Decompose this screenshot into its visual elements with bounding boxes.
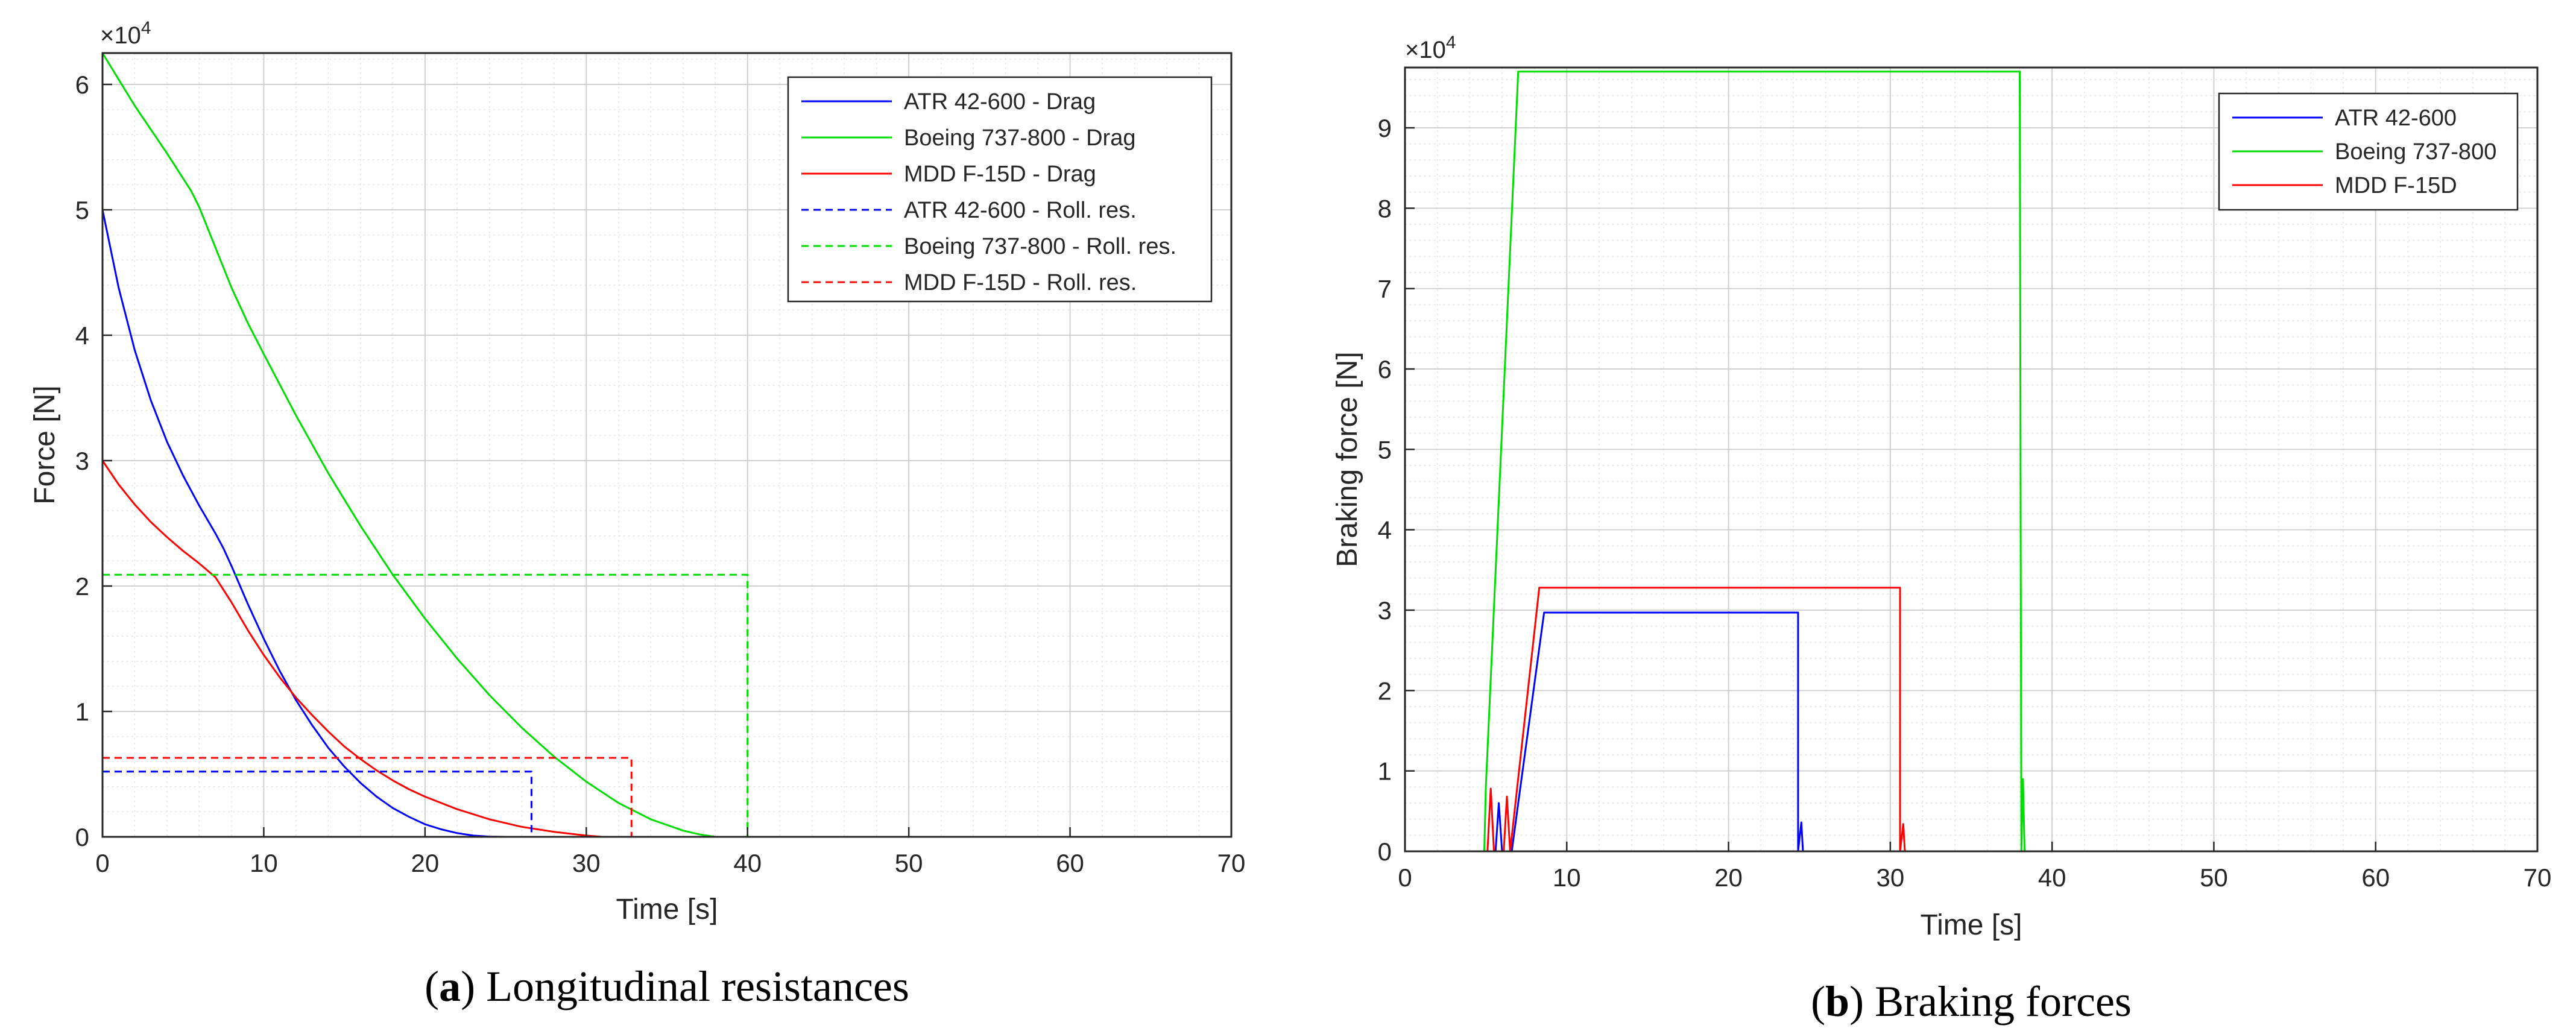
x-tick-label: 70 xyxy=(1217,849,1246,877)
y-tick-label: 5 xyxy=(75,196,89,224)
legend-label: ATR 42-600 xyxy=(2335,106,2457,131)
ticks-a: 0 10 20 30 40 50 60 70 0 1 2 3 4 5 6 xyxy=(75,71,1246,877)
x-tick-label: 60 xyxy=(2361,863,2390,892)
y-tick-label: 2 xyxy=(1378,676,1392,705)
legend-b: ATR 42-600 Boeing 737-800 MDD F-15D xyxy=(2218,92,2519,211)
legend-label: MDD F-15D - Drag xyxy=(904,162,1096,187)
y-axis-label-b: Braking force [N] xyxy=(1331,351,1363,567)
x-tick-label: 20 xyxy=(411,849,439,877)
caption-text-b: Braking forces xyxy=(1875,977,2132,1026)
caption-letter-a: a xyxy=(439,962,461,1010)
panel-a: 0 10 20 30 40 50 60 70 0 1 2 3 4 5 6 ×104 Time [s] For… xyxy=(29,18,1245,1010)
x-tick-label: 30 xyxy=(1876,863,1904,892)
y-tick-label: 9 xyxy=(1378,114,1392,142)
x-tick-label: 0 xyxy=(1398,863,1412,892)
x-tick-label: 20 xyxy=(1714,863,1743,892)
grid-a xyxy=(102,53,1232,837)
x-axis-label-b: Time [s] xyxy=(1921,909,2022,941)
y-tick-label: 0 xyxy=(1378,837,1392,866)
series-line-atr-42-600-drag xyxy=(101,209,1231,838)
y-axis-label-a: Force [N] xyxy=(29,385,61,504)
y-tick-label: 7 xyxy=(1378,275,1392,303)
y-tick-label: 3 xyxy=(75,447,89,475)
y-tick-label: 4 xyxy=(75,321,89,350)
axes-box-a xyxy=(101,52,1233,838)
y-exponent-b: 4 xyxy=(1446,33,1456,52)
caption-b: (b) Braking forces xyxy=(1811,977,2132,1026)
x-tick-label: 30 xyxy=(572,849,601,877)
legend-label: ATR 42-600 - Roll. res. xyxy=(904,198,1137,223)
axes-box-b xyxy=(1404,66,2539,853)
caption-letter-b: b xyxy=(1825,977,1849,1026)
ticks-b: 0 10 20 30 40 50 60 70 0 1 2 3 4 5 6 7 8 9 xyxy=(1378,114,2552,892)
y-exponent-a: 4 xyxy=(141,18,151,38)
x-tick-label: 0 xyxy=(95,849,109,877)
x-tick-label: 10 xyxy=(250,849,278,877)
series-line-mdd-f-15d-drag xyxy=(101,460,1231,838)
y-tick-label: 6 xyxy=(75,71,89,99)
x-tick-label: 70 xyxy=(2524,863,2552,892)
y-tick-label: 6 xyxy=(1378,355,1392,383)
legend-label: MDD F-15D xyxy=(2335,173,2457,198)
y-tick-label: 0 xyxy=(75,823,89,851)
x-tick-label: 50 xyxy=(2200,863,2228,892)
legend-label: Boeing 737-800 - Roll. res. xyxy=(904,234,1176,259)
y-tick-label: 1 xyxy=(75,698,89,726)
caption-text-a: Longitudinal resistances xyxy=(486,962,909,1010)
y-tick-label: 3 xyxy=(1378,596,1392,625)
series-line-atr-42-600-roll-res xyxy=(103,771,1231,838)
y-tick-label: 1 xyxy=(1378,757,1392,786)
x-tick-label: 40 xyxy=(2038,863,2066,892)
series-line-boeing-737-800 xyxy=(1405,71,2537,853)
y-multiplier-b: ×104 xyxy=(1405,33,1456,63)
x-tick-label: 60 xyxy=(1056,849,1084,877)
caption-a: (a) Longitudinal resistances xyxy=(425,962,909,1010)
legend-label: Boeing 737-800 xyxy=(2335,139,2496,165)
y-tick-label: 5 xyxy=(1378,435,1392,464)
legend-box-a xyxy=(787,76,1213,303)
y-tick-label: 2 xyxy=(75,572,89,601)
x-axis-label-a: Time [s] xyxy=(616,894,718,925)
x-tick-label: 50 xyxy=(895,849,923,877)
legend-a: ATR 42-600 - Drag Boeing 737-800 - Drag MD… xyxy=(787,76,1213,303)
legend-label: MDD F-15D - Roll. res. xyxy=(904,270,1137,295)
y-tick-label: 8 xyxy=(1378,194,1392,222)
x-tick-label: 10 xyxy=(1553,863,1581,892)
y-tick-label: 4 xyxy=(1378,516,1392,544)
legend-label: ATR 42-600 - Drag xyxy=(904,89,1096,115)
legend-label: Boeing 737-800 - Drag xyxy=(904,125,1135,151)
x-tick-label: 40 xyxy=(733,849,762,877)
y-multiplier-a: ×104 xyxy=(100,18,151,49)
